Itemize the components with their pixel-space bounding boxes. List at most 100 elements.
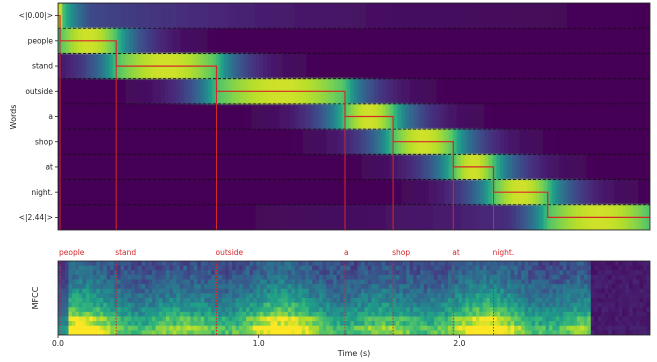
mfcc-cell xyxy=(448,270,453,276)
mfcc-cell xyxy=(138,307,143,313)
heatmap-cell xyxy=(614,3,620,29)
mfcc-cell xyxy=(291,288,296,294)
mfcc-cell xyxy=(169,279,174,285)
mfcc-cell xyxy=(155,279,160,285)
heatmap-cell xyxy=(377,78,383,105)
mfcc-cell xyxy=(625,298,630,303)
mfcc-cell xyxy=(141,261,146,266)
mfcc-cell xyxy=(371,261,376,266)
mfcc-cell xyxy=(538,311,543,317)
mfcc-cell xyxy=(141,311,146,317)
heatmap-cell xyxy=(231,3,237,29)
mfcc-cell xyxy=(587,311,592,317)
heatmap-cell xyxy=(436,179,442,206)
mfcc-cell xyxy=(374,279,379,285)
mfcc-cell xyxy=(590,284,595,290)
mfcc-cell xyxy=(576,270,581,276)
mfcc-cell xyxy=(85,321,90,327)
mfcc-cell xyxy=(486,311,491,317)
mfcc-cell xyxy=(232,265,237,271)
mfcc-cell xyxy=(622,279,627,285)
mfcc-cell xyxy=(280,270,285,276)
mfcc-cell xyxy=(388,270,393,276)
mfcc-cell xyxy=(643,316,648,322)
mfcc-cell xyxy=(336,311,341,317)
heatmap-cell xyxy=(231,103,237,130)
heatmap-cell xyxy=(172,78,177,105)
mfcc-cell xyxy=(360,298,366,303)
heatmap-cell xyxy=(85,3,91,29)
heatmap-cell xyxy=(69,3,75,29)
mfcc-cell xyxy=(350,307,355,313)
mfcc-cell xyxy=(465,302,470,308)
heatmap-cell xyxy=(606,103,612,130)
mfcc-cell xyxy=(120,302,125,308)
mfcc-cell xyxy=(500,288,505,294)
mfcc-cell xyxy=(458,279,463,285)
mfcc-cell xyxy=(298,279,303,285)
heatmap-cell xyxy=(129,129,134,155)
mfcc-cell xyxy=(235,279,240,285)
mfcc-cell xyxy=(451,311,456,317)
heatmap-cell xyxy=(606,53,612,79)
mfcc-cell xyxy=(622,330,627,335)
mfcc-cell xyxy=(75,293,80,299)
mfcc-cell xyxy=(186,270,191,276)
mfcc-cell xyxy=(172,265,177,271)
mfcc-cell xyxy=(179,279,184,285)
mfcc-cell xyxy=(333,302,338,308)
heatmap-cell xyxy=(247,53,252,79)
mfcc-cell xyxy=(249,302,254,308)
heatmap-cell xyxy=(318,28,324,54)
mfcc-cell xyxy=(604,270,609,276)
mfcc-cell xyxy=(399,330,404,335)
heatmap-cell xyxy=(298,129,304,155)
mfcc-cell xyxy=(549,265,554,271)
heatmap-cell xyxy=(610,154,616,180)
heatmap-cell xyxy=(105,154,110,180)
mfcc-cell xyxy=(336,288,341,294)
mfcc-cell xyxy=(183,325,188,331)
heatmap-cell xyxy=(148,204,154,230)
mfcc-cell xyxy=(256,321,261,327)
mfcc-cell xyxy=(545,316,550,322)
mfcc-cell xyxy=(615,288,620,294)
x-axis-label-time: Time (s) xyxy=(337,349,371,358)
mfcc-cell xyxy=(64,302,70,308)
mfcc-cell xyxy=(594,265,599,271)
mfcc-cell xyxy=(291,311,296,317)
mfcc-cell xyxy=(190,298,195,303)
mfcc-cell xyxy=(444,330,449,335)
mfcc-cell xyxy=(162,288,167,294)
heatmap-cell xyxy=(425,204,430,230)
mfcc-cell xyxy=(441,325,446,331)
heatmap-cell xyxy=(192,154,197,180)
mfcc-cell xyxy=(378,293,383,299)
mfcc-cell xyxy=(340,316,345,322)
heatmap-cell xyxy=(117,28,122,54)
mfcc-cell xyxy=(333,288,338,294)
mfcc-cell xyxy=(71,302,77,308)
mfcc-cell xyxy=(117,265,122,271)
mfcc-cell xyxy=(155,274,160,280)
mfcc-cell xyxy=(263,316,268,322)
heatmap-cell xyxy=(634,53,639,79)
mfcc-cell xyxy=(225,265,230,271)
heatmap-cell xyxy=(231,53,237,79)
mfcc-cell xyxy=(385,302,390,308)
mfcc-cell xyxy=(75,265,80,271)
mfcc-cell xyxy=(58,330,63,335)
mfcc-cell xyxy=(535,288,540,294)
heatmap-cell xyxy=(539,103,545,130)
mfcc-cell xyxy=(493,270,498,276)
heatmap-cell xyxy=(369,78,375,105)
mfcc-cell xyxy=(521,325,526,331)
mfcc-cell xyxy=(489,325,494,331)
mfcc-cell xyxy=(587,288,592,294)
mfcc-cell xyxy=(423,261,428,266)
mfcc-cell xyxy=(179,265,184,271)
heatmap-cell xyxy=(436,78,442,105)
mfcc-cell xyxy=(287,316,292,322)
mfcc-cell xyxy=(360,302,366,308)
heatmap-cell xyxy=(397,3,402,29)
